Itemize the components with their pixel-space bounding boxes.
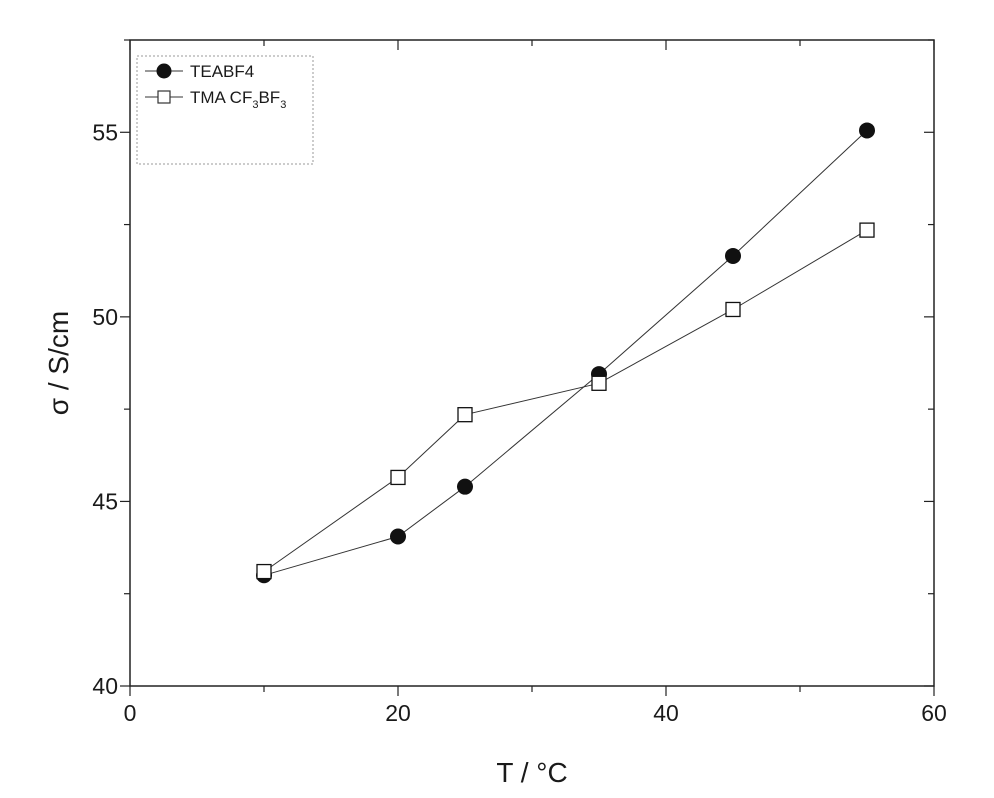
series-line-0 [263,130,868,576]
x-tick-label: 40 [653,700,679,726]
legend-label-teabf4: TEABF4 [190,62,254,81]
plot-frame [129,39,935,687]
series-lines [263,130,868,576]
data-point-0 [457,478,473,495]
series-points [256,122,875,584]
ticks [120,39,935,696]
legend-label-tma: TMA CF3BF3 [190,88,286,111]
y-tick-label: 45 [92,488,118,514]
data-point-1 [390,469,406,486]
legend-marker-tma [157,90,171,104]
x-tick-label: 20 [385,700,411,726]
x-tick-label: 60 [921,700,947,726]
x-tick-label: 0 [124,700,137,726]
y-tick-label: 40 [92,673,118,699]
data-point-1 [859,222,875,238]
data-point-0 [390,528,406,545]
data-point-0 [859,122,875,139]
legend: TEABF4 TMA CF3BF3 [136,55,314,165]
legend-marker-teabf4 [156,63,172,79]
y-tick-label: 55 [92,119,118,145]
tick-labels: 0 20 40 60 40 45 50 55 [92,119,946,726]
data-point-1 [457,407,473,423]
data-point-0 [725,247,741,264]
y-axis-title: σ / S/cm [43,311,74,415]
data-point-1 [725,301,741,318]
data-point-1 [256,563,272,580]
legend-box [136,55,314,165]
series-line-1 [263,229,868,573]
x-axis-title: T / °C [496,757,567,788]
data-point-1 [591,375,607,391]
y-tick-label: 50 [92,304,118,330]
